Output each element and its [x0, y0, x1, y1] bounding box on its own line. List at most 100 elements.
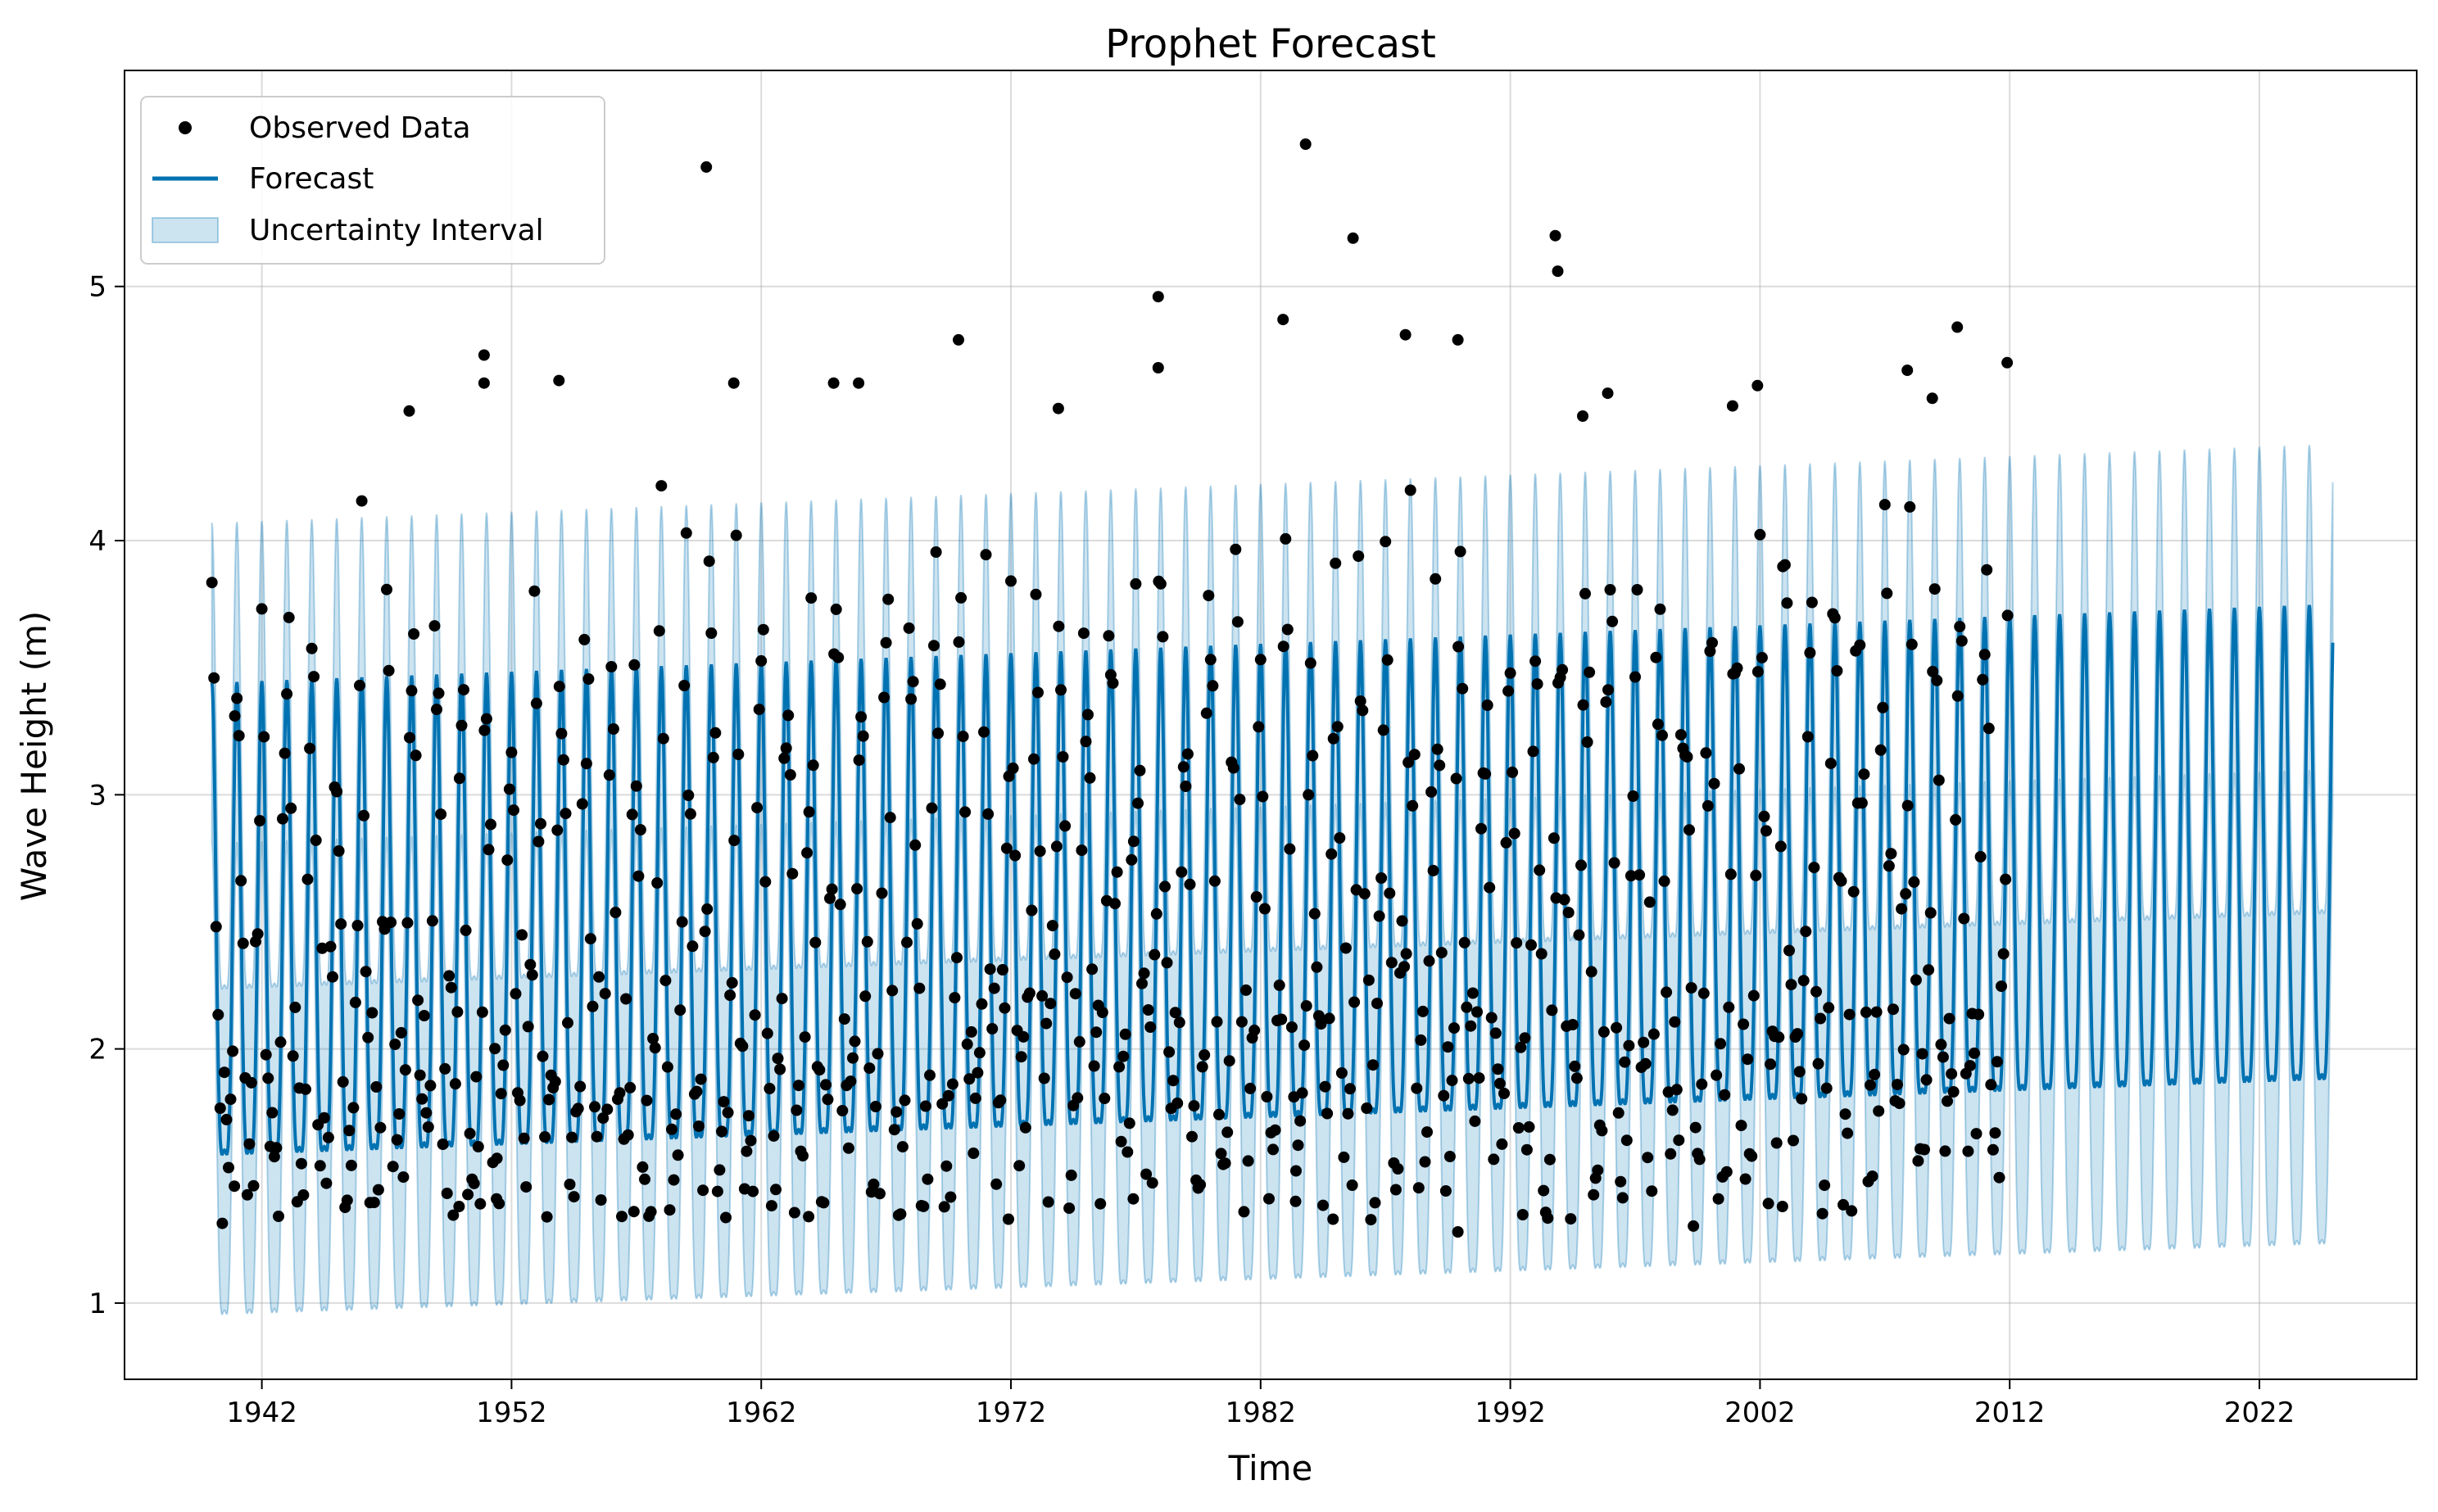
observed-point — [832, 651, 845, 663]
observed-point — [799, 1031, 811, 1043]
observed-point — [349, 996, 361, 1008]
observed-point — [945, 1191, 957, 1203]
observed-point — [824, 892, 836, 904]
observed-point — [1584, 666, 1596, 678]
observed-point — [1238, 1206, 1250, 1218]
observed-point — [628, 659, 641, 671]
observed-point — [1548, 832, 1560, 844]
observed-point — [1943, 1012, 1955, 1025]
observed-point — [584, 933, 596, 945]
observed-point — [978, 726, 990, 738]
observed-point — [764, 1083, 776, 1094]
observed-point — [1094, 1197, 1107, 1210]
observed-point — [381, 583, 392, 595]
observed-point — [1878, 499, 1891, 511]
observed-point — [1430, 573, 1442, 585]
observed-point — [953, 333, 964, 346]
observed-point — [1885, 848, 1897, 860]
observed-point — [995, 1094, 1007, 1107]
observed-point — [1573, 929, 1585, 941]
observed-point — [1665, 1148, 1677, 1160]
observed-point — [1273, 979, 1285, 991]
observed-point — [1577, 410, 1588, 422]
observed-point — [1204, 654, 1217, 666]
observed-point — [1211, 1016, 1223, 1028]
observed-point — [857, 730, 869, 742]
observed-point — [1450, 772, 1462, 785]
observed-point — [1904, 500, 1916, 513]
observed-point — [1250, 891, 1262, 903]
observed-point — [595, 1194, 607, 1206]
observed-point — [597, 1112, 610, 1125]
observed-point — [651, 877, 664, 889]
observed-point — [1452, 333, 1464, 346]
observed-point — [1650, 651, 1662, 663]
observed-point — [661, 1061, 673, 1073]
observed-point — [707, 751, 719, 763]
observed-point — [1086, 963, 1099, 976]
observed-point — [1277, 314, 1289, 326]
observed-point — [383, 664, 395, 677]
observed-point — [955, 591, 967, 604]
observed-point — [1088, 1060, 1100, 1072]
observed-point — [435, 808, 447, 821]
observed-point — [803, 1211, 815, 1223]
observed-point — [1338, 1151, 1350, 1163]
observed-point — [1557, 663, 1569, 676]
observed-point — [510, 988, 522, 1000]
observed-point — [1203, 590, 1215, 602]
observed-point — [335, 918, 347, 930]
observed-point — [632, 870, 645, 882]
observed-point — [649, 1042, 661, 1054]
observed-point — [478, 724, 491, 736]
observed-point — [1103, 630, 1115, 642]
observed-point — [1900, 888, 1912, 900]
observed-point — [1754, 528, 1766, 541]
observed-point — [1708, 777, 1720, 790]
observed-point — [229, 710, 241, 722]
observed-point — [1923, 964, 1935, 976]
observed-point — [1416, 1005, 1429, 1017]
x-tick-label: 1982 — [1226, 1397, 1297, 1429]
observed-point — [1261, 1091, 1273, 1102]
observed-point — [1188, 1100, 1200, 1112]
observed-point — [984, 963, 996, 976]
observed-point — [530, 697, 542, 709]
observed-point — [639, 1173, 650, 1185]
observed-point — [1076, 844, 1088, 857]
observed-point — [786, 867, 799, 880]
observed-point — [634, 824, 646, 836]
observed-point — [859, 990, 872, 1003]
observed-point — [1552, 265, 1564, 278]
observed-point — [919, 1100, 931, 1112]
observed-point — [1658, 875, 1670, 887]
observed-point — [959, 806, 972, 818]
observed-point — [768, 1129, 780, 1142]
observed-point — [543, 1093, 555, 1106]
observed-point — [1267, 1143, 1279, 1156]
observed-point — [1358, 888, 1371, 900]
observed-point — [1681, 751, 1693, 763]
observed-point — [1142, 1004, 1154, 1016]
observed-point — [1893, 1098, 1906, 1110]
observed-point — [1084, 772, 1096, 784]
observed-point — [1049, 948, 1061, 960]
observed-point — [1144, 1021, 1157, 1033]
observed-point — [809, 936, 822, 948]
observed-point — [620, 993, 632, 1005]
observed-point — [1290, 1165, 1302, 1177]
observed-point — [1933, 774, 1945, 786]
observed-point — [445, 981, 457, 994]
observed-point — [1723, 1001, 1735, 1013]
observed-point — [424, 1080, 437, 1092]
observed-point — [254, 815, 266, 826]
observed-point — [1399, 328, 1412, 341]
observed-point — [1365, 1214, 1377, 1226]
observed-point — [1184, 878, 1196, 890]
observed-point — [1389, 1184, 1402, 1196]
observed-point — [1181, 748, 1194, 760]
observed-point — [591, 1130, 603, 1143]
observed-point — [306, 642, 318, 654]
observed-point — [270, 1142, 283, 1154]
observed-point — [1883, 860, 1895, 872]
